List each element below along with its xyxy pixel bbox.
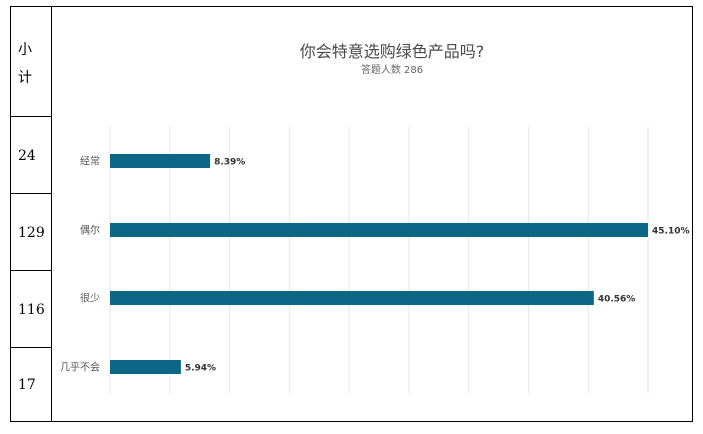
count-sometimes: 129 — [18, 225, 45, 241]
bar — [110, 360, 181, 374]
category-label: 经常 — [80, 155, 100, 168]
subtotal-header-char-1: 小 — [18, 42, 32, 58]
subtotal-header: 小 计 — [11, 7, 51, 117]
data-label: 40.56% — [598, 295, 636, 305]
chart-title: 你会特意选购绿色产品吗? — [300, 42, 485, 61]
survey-table: 小 计 24 129 116 17 你会特意选购绿色产品吗? 答题人数 286 … — [10, 6, 693, 422]
category-label: 几乎不会 — [60, 361, 100, 374]
subtotal-column: 小 计 24 129 116 17 — [11, 7, 52, 421]
bar — [110, 223, 648, 237]
count-cell-almost-never: 17 — [11, 348, 51, 421]
category-label: 偶尔 — [80, 224, 100, 237]
count-cell-often: 24 — [11, 117, 51, 194]
bar-chart: 你会特意选购绿色产品吗? 答题人数 286 经常 8.39% 偶尔 45.10% 很少 4… — [60, 42, 690, 393]
bar — [110, 154, 211, 168]
count-cell-rarely: 116 — [11, 271, 51, 348]
subtotal-header-char-2: 计 — [18, 70, 32, 86]
count-almost-never: 17 — [18, 377, 36, 393]
data-label: 5.94% — [185, 364, 216, 374]
chart-subtitle: 答题人数 286 — [361, 63, 423, 76]
bars: 经常 8.39% 偶尔 45.10% 很少 40.56% 几乎不会 5.94% — [60, 154, 690, 374]
count-often: 24 — [18, 148, 36, 164]
grid-lines — [109, 127, 649, 393]
bar — [110, 291, 594, 305]
data-label: 8.39% — [214, 158, 245, 168]
category-label: 很少 — [80, 292, 100, 305]
count-cell-sometimes: 129 — [11, 194, 51, 271]
data-label: 45.10% — [652, 227, 690, 237]
count-rarely: 116 — [18, 302, 45, 318]
